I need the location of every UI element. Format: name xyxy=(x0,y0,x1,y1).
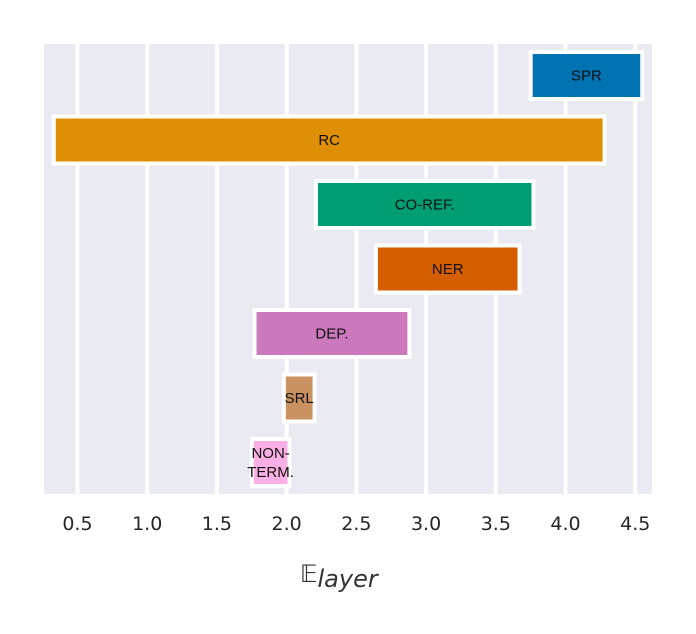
bar-nonterm: NON- TERM. xyxy=(247,437,294,488)
bar-rect xyxy=(252,308,412,359)
bar-rect xyxy=(373,243,522,295)
bar-rect xyxy=(249,437,292,488)
x-axis-label-symbol: 𝔼 xyxy=(300,560,318,588)
x-axis-label: 𝔼layer xyxy=(300,560,380,593)
x-tick-label: 2.0 xyxy=(272,513,302,535)
bar-spr: SPR xyxy=(528,50,645,101)
bar-srl: SRL xyxy=(281,372,317,424)
bar-coref: CO-REF. xyxy=(313,179,536,230)
bar-label: DEP. xyxy=(315,326,348,343)
bar-rect xyxy=(51,114,607,166)
x-tick-label: 3.0 xyxy=(411,513,441,535)
bar-label: SRL xyxy=(285,390,314,407)
bar-label: TERM. xyxy=(247,464,294,481)
bar-label: RC xyxy=(318,132,340,149)
x-tick-label: 0.5 xyxy=(62,513,92,535)
x-tick-label: 3.5 xyxy=(481,513,511,535)
bar-rect xyxy=(281,372,317,424)
x-tick-label: 1.5 xyxy=(202,513,232,535)
bar-label: NON- xyxy=(251,445,289,462)
x-tick-label: 2.5 xyxy=(341,513,371,535)
bar-rect xyxy=(313,179,536,230)
plot-background xyxy=(44,44,652,494)
x-ticks: 0.5 1.0 1.5 2.0 2.5 3.0 3.5 4.0 4.5 xyxy=(62,513,650,535)
x-tick-label: 4.5 xyxy=(620,513,650,535)
bar-label: NER xyxy=(432,261,464,278)
bar-rect xyxy=(528,50,645,101)
bar-label: CO-REF. xyxy=(395,197,455,214)
bar-ner: NER xyxy=(373,243,522,295)
x-tick-label: 4.0 xyxy=(550,513,580,535)
bar-dep: DEP. xyxy=(252,308,412,359)
x-axis-label-subscript: layer xyxy=(318,565,380,593)
bars: SPR RC CO-REF. NER DEP. SRL NON- TERM. xyxy=(51,50,645,488)
bar-rc: RC xyxy=(51,114,607,166)
bar-label: SPR xyxy=(571,68,602,85)
x-tick-label: 1.0 xyxy=(132,513,162,535)
